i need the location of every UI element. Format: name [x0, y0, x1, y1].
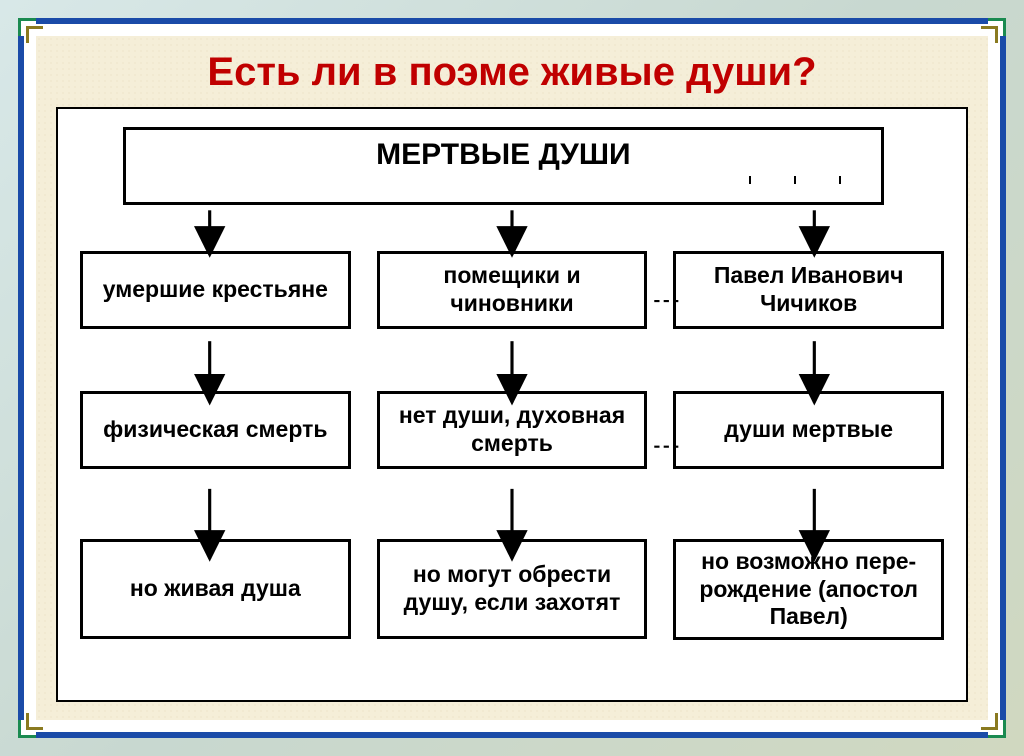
columns-row-1: умершие крестьяне помещики и чиновники П… — [80, 251, 944, 329]
slide-title: Есть ли в поэме живые души? — [207, 50, 816, 95]
node-c1-l2: физическая смерть — [80, 391, 351, 469]
column-3: Павел Иванович Чичиков — [673, 251, 944, 329]
tick-mark — [749, 176, 751, 184]
frame-bar-bottom — [36, 732, 988, 738]
node-c2-l2: нет души, духовная смерть — [377, 391, 648, 469]
frame-corner-tl — [18, 18, 36, 36]
node-c1-l3: но живая душа — [80, 539, 351, 639]
node-c2-l1: помещики и чиновники — [377, 251, 648, 329]
column-1: умершие крестьяне — [80, 251, 351, 329]
node-c2-l1-bold: и — [566, 262, 580, 288]
tick-mark — [794, 176, 796, 184]
frame-corner-tr — [988, 18, 1006, 36]
node-c3-l1: Павел Иванович Чичиков — [673, 251, 944, 329]
node-c1-l1: умершие крестьяне — [80, 251, 351, 329]
tick-mark — [839, 176, 841, 184]
column-2: но могут обрести душу, если захотят — [377, 539, 648, 640]
root-label: МЕРТВЫЕ ДУШИ — [376, 138, 630, 172]
node-c2-l1-prefix: помещики — [443, 262, 566, 288]
column-1: но живая душа — [80, 539, 351, 640]
root-node: МЕРТВЫЕ ДУШИ — [123, 127, 883, 205]
columns-row-2: физическая смерть нет души, духовная сме… — [80, 391, 944, 469]
frame-corner-bl — [18, 720, 36, 738]
slide-frame: Есть ли в поэме живые души? МЕРТВЫЕ ДУШИ — [18, 18, 1006, 738]
node-c3-l2: души мертвые — [673, 391, 944, 469]
node-c3-l3: но возможно пере-рождение (апостол Павел… — [673, 539, 944, 640]
column-2: помещики и чиновники — [377, 251, 648, 329]
column-1: физическая смерть — [80, 391, 351, 469]
column-3: души мертвые — [673, 391, 944, 469]
columns-row-3: но живая душа но могут обрести душу, есл… — [80, 539, 944, 640]
slide-content: Есть ли в поэме живые души? МЕРТВЫЕ ДУШИ — [36, 36, 988, 720]
frame-corner-br — [988, 720, 1006, 738]
frame-bar-left — [18, 36, 24, 720]
frame-bar-right — [1000, 36, 1006, 720]
column-3: но возможно пере-рождение (апостол Павел… — [673, 539, 944, 640]
frame-bar-top — [36, 18, 988, 24]
diagram-container: МЕРТВЫЕ ДУШИ — [56, 107, 968, 702]
column-2: нет души, духовная смерть — [377, 391, 648, 469]
node-c1-l3-prefix: но — [130, 575, 164, 601]
node-c2-l1-suffix: чиновники — [450, 290, 573, 316]
node-c2-l3: но могут обрести душу, если захотят — [377, 539, 648, 639]
node-c1-l3-bold: живая душа — [164, 575, 301, 601]
